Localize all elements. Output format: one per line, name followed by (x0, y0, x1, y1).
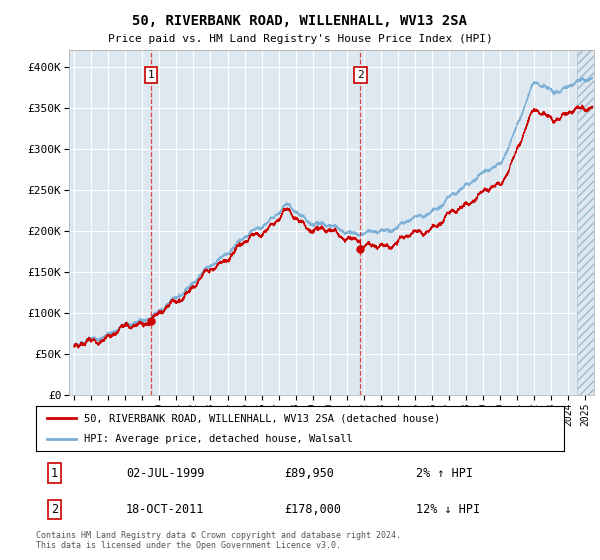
Text: Contains HM Land Registry data © Crown copyright and database right 2024.
This d: Contains HM Land Registry data © Crown c… (36, 531, 401, 550)
Text: 02-JUL-1999: 02-JUL-1999 (126, 466, 204, 480)
Text: £178,000: £178,000 (284, 503, 341, 516)
Text: 2% ↑ HPI: 2% ↑ HPI (416, 466, 473, 480)
Text: £89,950: £89,950 (284, 466, 334, 480)
Text: 50, RIVERBANK ROAD, WILLENHALL, WV13 2SA: 50, RIVERBANK ROAD, WILLENHALL, WV13 2SA (133, 14, 467, 28)
Text: 2: 2 (51, 503, 58, 516)
Text: 2: 2 (357, 70, 364, 80)
Text: HPI: Average price, detached house, Walsall: HPI: Average price, detached house, Wals… (83, 433, 352, 444)
Text: 12% ↓ HPI: 12% ↓ HPI (416, 503, 480, 516)
Text: 1: 1 (51, 466, 58, 480)
Text: 1: 1 (148, 70, 154, 80)
Text: 18-OCT-2011: 18-OCT-2011 (126, 503, 204, 516)
Text: Price paid vs. HM Land Registry's House Price Index (HPI): Price paid vs. HM Land Registry's House … (107, 34, 493, 44)
Text: 50, RIVERBANK ROAD, WILLENHALL, WV13 2SA (detached house): 50, RIVERBANK ROAD, WILLENHALL, WV13 2SA… (83, 413, 440, 423)
